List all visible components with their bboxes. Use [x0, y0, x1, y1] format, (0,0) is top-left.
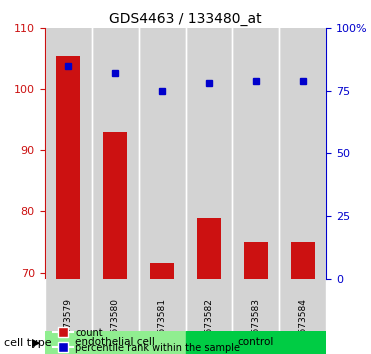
Text: endothelial cell: endothelial cell — [75, 337, 155, 348]
Bar — [279, 279, 326, 347]
Text: GSM673581: GSM673581 — [158, 298, 167, 353]
Text: cell type: cell type — [4, 338, 51, 348]
Bar — [233, 279, 279, 347]
Bar — [150, 263, 174, 279]
Bar — [244, 242, 268, 279]
Bar — [45, 279, 92, 347]
Text: GSM673582: GSM673582 — [204, 298, 213, 353]
Bar — [197, 218, 221, 279]
Title: GDS4463 / 133480_at: GDS4463 / 133480_at — [109, 12, 262, 26]
Text: GSM673580: GSM673580 — [111, 298, 119, 353]
Bar — [56, 56, 80, 279]
Bar — [233, 28, 279, 279]
Text: GSM673579: GSM673579 — [63, 298, 72, 353]
Text: GSM673583: GSM673583 — [252, 298, 260, 353]
Bar — [45, 331, 186, 354]
Bar — [186, 279, 233, 347]
Bar — [138, 28, 186, 279]
Bar — [186, 28, 233, 279]
Bar — [291, 242, 315, 279]
Bar — [92, 279, 138, 347]
Bar — [186, 331, 326, 354]
Legend: count, percentile rank within the sample: count, percentile rank within the sample — [53, 328, 240, 353]
Text: control: control — [238, 337, 274, 348]
Text: ▶: ▶ — [32, 338, 40, 348]
Bar — [103, 132, 127, 279]
Bar — [92, 28, 138, 279]
Bar — [279, 28, 326, 279]
Bar — [45, 28, 92, 279]
Text: GSM673584: GSM673584 — [299, 298, 308, 353]
Bar — [138, 279, 186, 347]
